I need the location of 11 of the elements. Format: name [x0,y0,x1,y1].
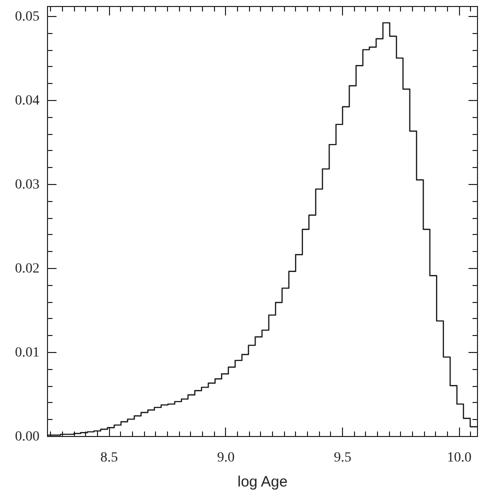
y-tick-label: 0.01 [15,346,40,361]
x-tick-label: 9.0 [217,450,235,466]
y-tick-label: 0.02 [15,262,40,277]
y-tick-label: 0.00 [15,430,40,444]
x-tick-label: 10.0 [447,450,472,466]
x-tick-label: 9.5 [334,450,352,466]
x-axis-title: log Age [237,474,288,490]
y-tick-label: 0.05 [15,10,40,25]
x-tick-label: 8.5 [100,450,118,466]
y-tick-label: 0.03 [15,178,40,193]
y-tick-label: 0.04 [15,94,40,109]
